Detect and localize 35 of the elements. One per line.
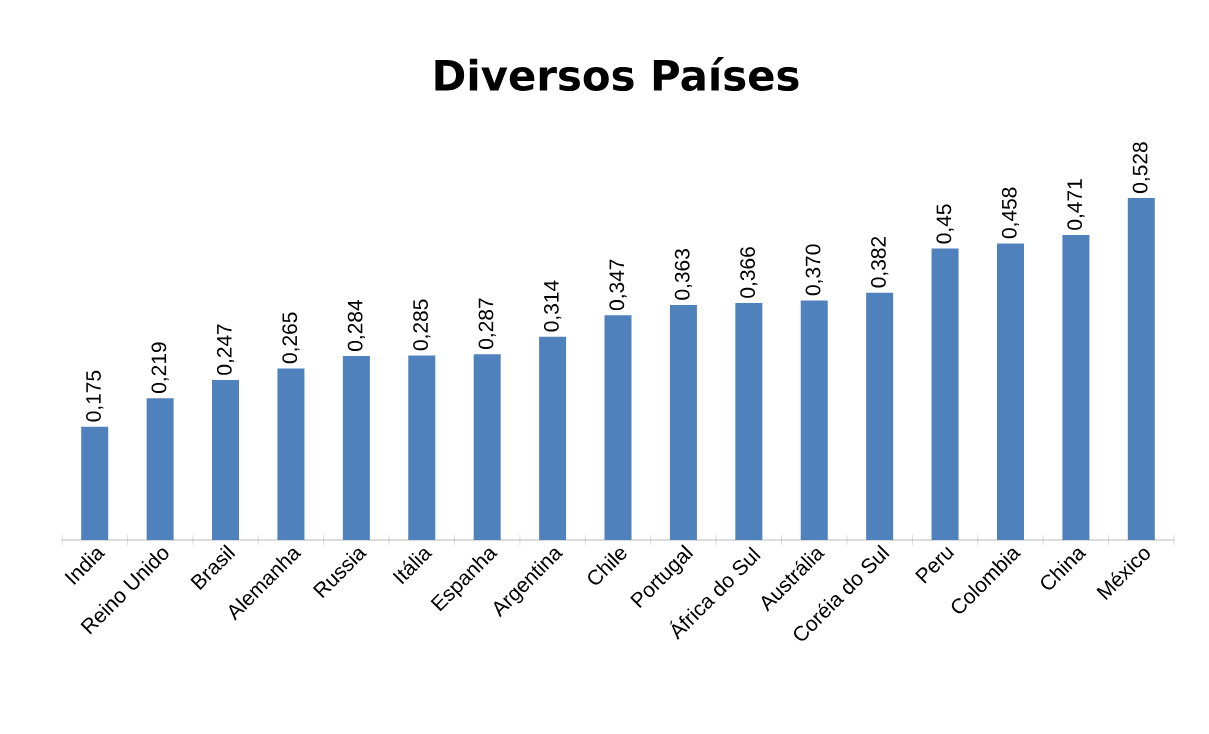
data-label: 0,265 xyxy=(282,312,300,364)
bar xyxy=(996,243,1024,540)
bar xyxy=(669,304,697,540)
bar xyxy=(800,300,828,540)
data-label: 0,458 xyxy=(1001,187,1020,239)
bar xyxy=(604,315,632,540)
data-label: 0,175 xyxy=(86,370,104,422)
chart-title: Diversos Países xyxy=(435,56,799,92)
data-label: 0,366 xyxy=(740,247,758,298)
data-label: 0,219 xyxy=(151,342,169,393)
data-label: 0,285 xyxy=(413,299,431,351)
data-label: 0,284 xyxy=(347,299,366,351)
data-label: 0,45 xyxy=(936,204,954,244)
bar xyxy=(931,248,959,540)
data-label: 0,382 xyxy=(871,236,889,288)
bar xyxy=(277,368,305,540)
bar xyxy=(866,292,894,540)
bar xyxy=(212,380,240,540)
data-label: 0,370 xyxy=(805,244,823,296)
bar xyxy=(408,355,436,540)
bar xyxy=(735,303,763,540)
bar xyxy=(473,354,501,540)
bar xyxy=(539,336,567,540)
bar xyxy=(1062,235,1090,540)
data-label: 0,363 xyxy=(674,249,693,300)
data-label: 0,314 xyxy=(543,280,562,332)
data-label: 0,347 xyxy=(609,259,627,311)
bar xyxy=(81,426,109,540)
bar xyxy=(342,356,370,540)
bar xyxy=(1127,198,1155,540)
data-label: 0,528 xyxy=(1132,142,1150,193)
data-label: 0,471 xyxy=(1067,179,1085,230)
data-label: 0,287 xyxy=(478,298,496,349)
data-label: 0,247 xyxy=(216,324,235,375)
bar xyxy=(146,398,174,540)
